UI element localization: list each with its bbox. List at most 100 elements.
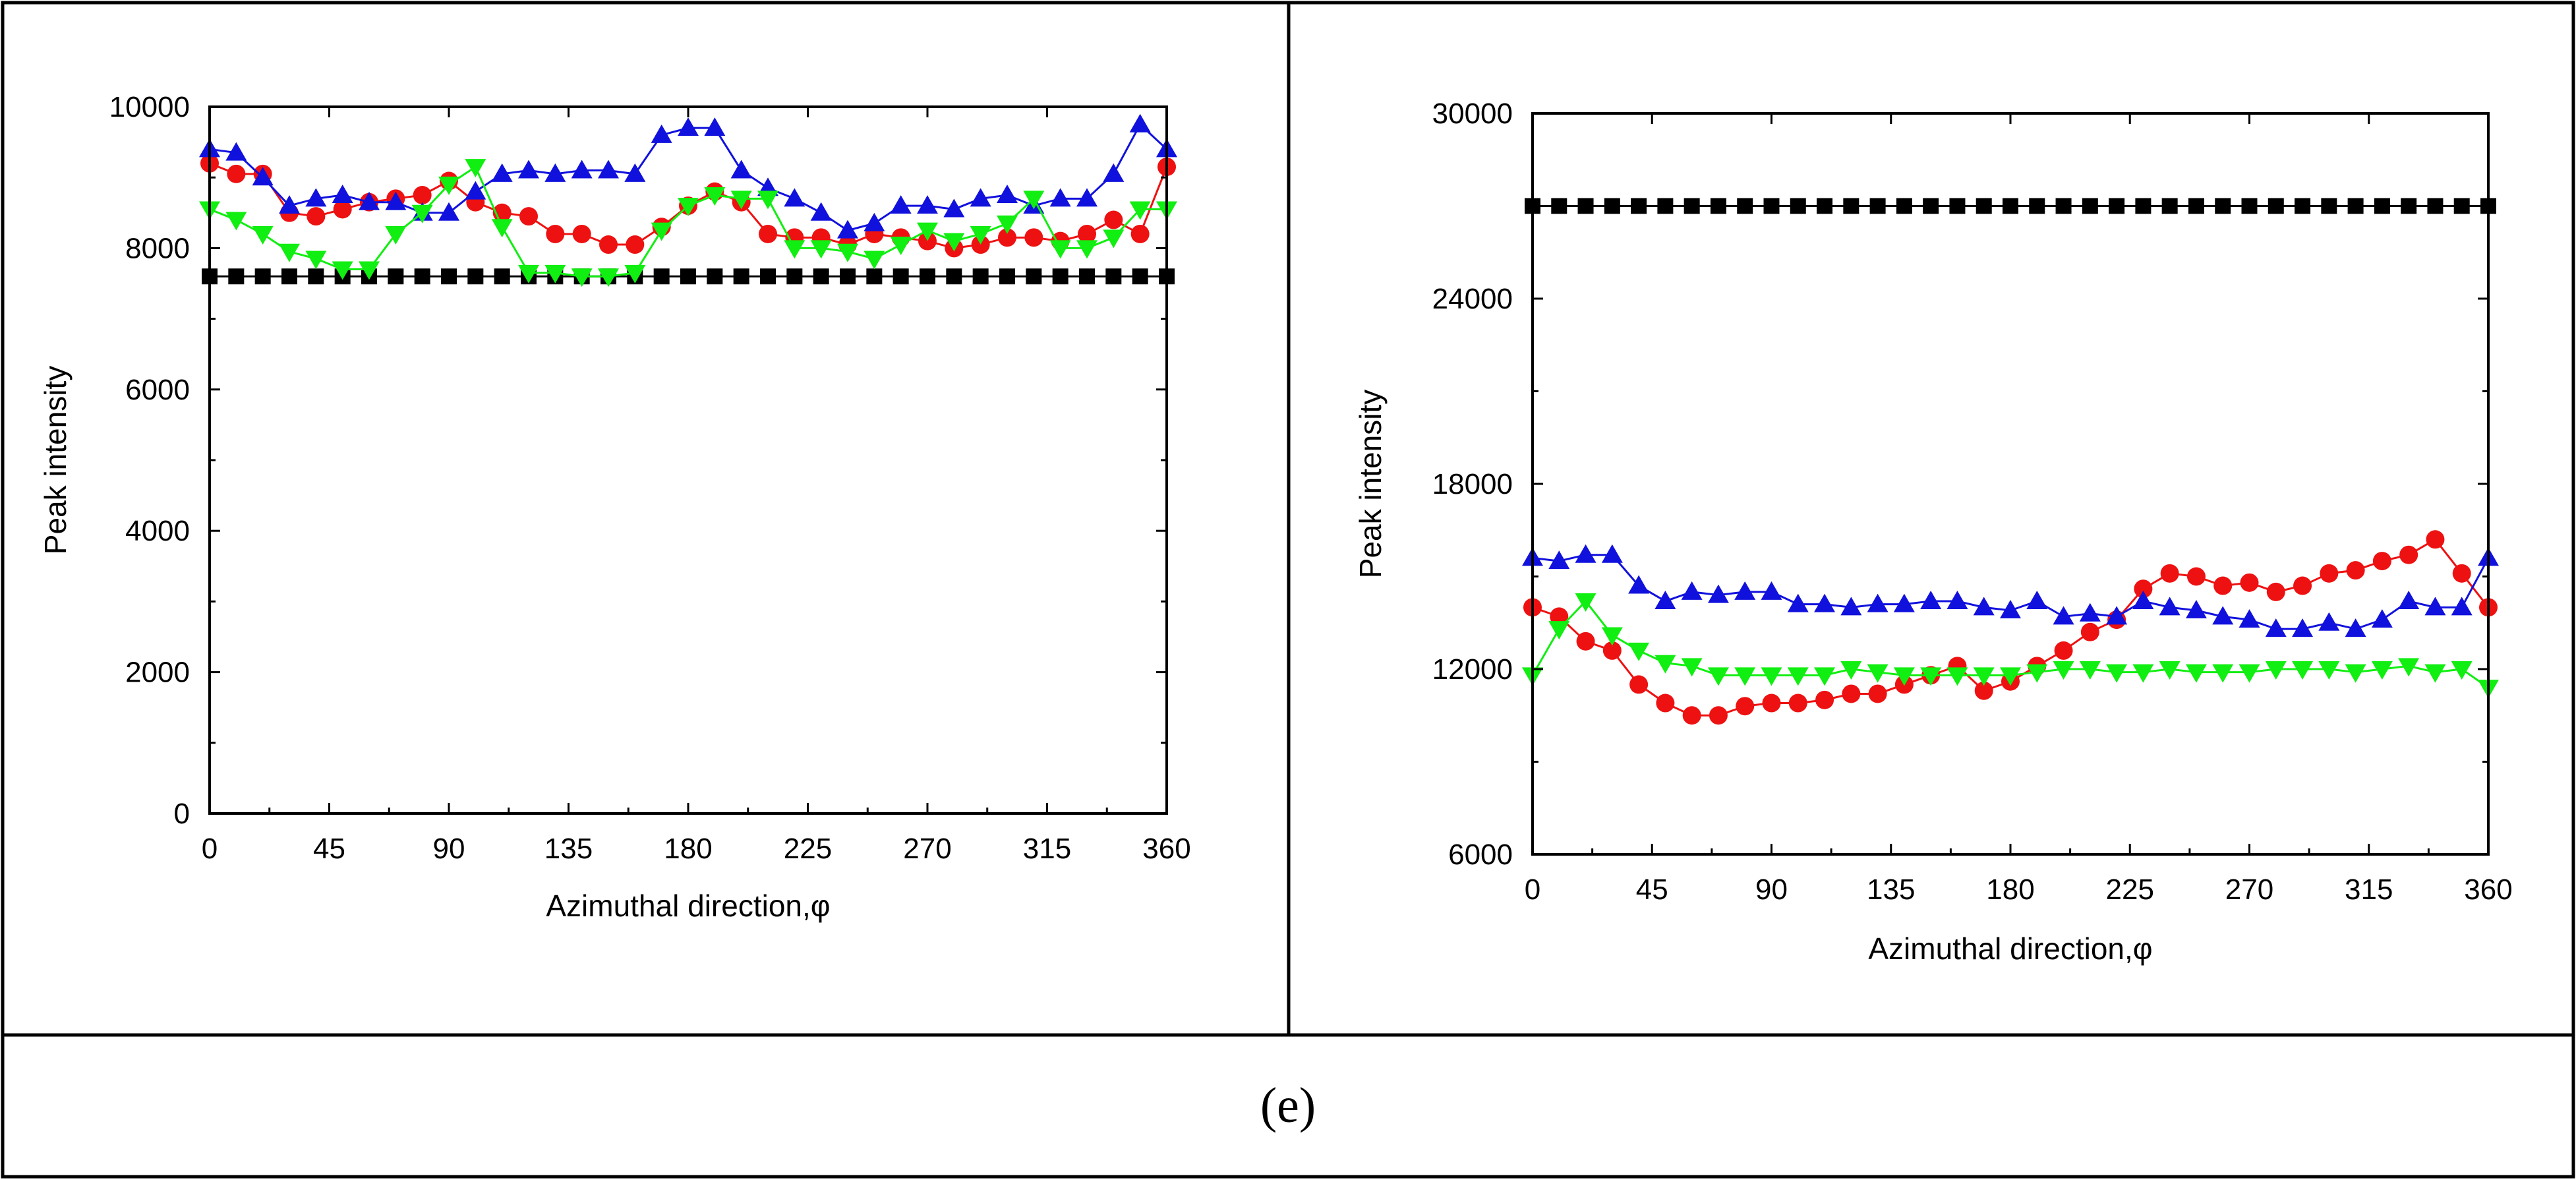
data-point-black-squares	[653, 268, 670, 285]
data-point-red-circles	[2186, 567, 2206, 586]
y-tick-label: 4000	[125, 515, 190, 547]
data-point-red-circles	[998, 228, 1016, 247]
data-point-blue-up-triangles	[730, 160, 752, 179]
data-point-black-squares	[866, 268, 883, 285]
data-point-black-squares	[2321, 198, 2337, 214]
data-point-black-squares	[1657, 198, 1674, 214]
data-point-black-squares	[2135, 198, 2152, 214]
data-point-blue-up-triangles	[2292, 618, 2314, 637]
data-point-red-circles	[1709, 706, 1728, 725]
data-point-green-down-triangles	[943, 233, 965, 252]
data-point-blue-up-triangles	[810, 202, 832, 221]
data-point-blue-up-triangles	[678, 117, 699, 136]
data-point-black-squares	[1869, 198, 1886, 214]
data-point-black-squares	[1896, 198, 1912, 214]
data-point-green-down-triangles	[837, 243, 858, 262]
data-point-green-down-triangles	[1707, 667, 1729, 686]
data-point-green-down-triangles	[1814, 667, 1836, 686]
x-tick-label: 180	[1986, 873, 2034, 906]
data-point-blue-up-triangles	[598, 160, 619, 179]
data-point-black-squares	[1026, 268, 1042, 285]
data-point-black-squares	[1105, 268, 1122, 285]
data-point-black-squares	[813, 268, 829, 285]
y-tick-label: 24000	[1432, 283, 1513, 315]
data-point-green-down-triangles	[2079, 661, 2101, 680]
data-point-blue-up-triangles	[465, 181, 486, 200]
data-point-black-squares	[494, 268, 510, 285]
data-point-green-down-triangles	[491, 219, 513, 238]
data-point-blue-up-triangles	[2239, 609, 2260, 628]
y-tick-label: 6000	[1448, 839, 1513, 871]
data-point-green-down-triangles	[2265, 661, 2287, 680]
data-point-green-down-triangles	[2053, 661, 2074, 680]
data-point-red-circles	[307, 207, 326, 226]
data-point-green-down-triangles	[2000, 667, 2021, 686]
data-point-green-down-triangles	[1129, 201, 1151, 220]
data-point-blue-up-triangles	[1973, 597, 1995, 616]
data-point-red-circles	[1815, 690, 1834, 709]
data-point-red-circles	[333, 200, 352, 219]
data-point-blue-up-triangles	[2079, 603, 2101, 622]
data-point-black-squares	[1710, 198, 1726, 214]
data-point-black-squares	[2003, 198, 2018, 214]
x-tick-label: 315	[2345, 873, 2393, 906]
data-point-green-down-triangles	[279, 243, 300, 262]
data-point-black-squares	[1737, 198, 1753, 214]
data-point-green-down-triangles	[1575, 593, 1596, 612]
data-point-green-down-triangles	[890, 237, 912, 256]
data-point-green-down-triangles	[2212, 664, 2234, 683]
data-point-red-circles	[413, 186, 432, 204]
y-tick-label: 2000	[125, 657, 190, 689]
data-point-red-circles	[2054, 641, 2073, 660]
data-point-black-squares	[1683, 198, 1700, 214]
data-point-black-squares	[1763, 198, 1780, 214]
data-point-red-circles	[1788, 693, 1807, 713]
data-point-blue-up-triangles	[1893, 593, 1915, 612]
data-point-black-squares	[308, 268, 324, 285]
data-point-blue-up-triangles	[1761, 581, 1782, 600]
data-point-red-circles	[1736, 697, 1755, 716]
data-point-black-squares	[840, 268, 856, 285]
data-point-red-circles	[1576, 632, 1595, 651]
data-point-green-down-triangles	[970, 225, 991, 245]
data-point-green-down-triangles	[332, 261, 353, 280]
data-point-red-circles	[546, 224, 565, 243]
data-point-green-down-triangles	[225, 212, 247, 231]
data-point-red-circles	[2426, 530, 2445, 549]
data-point-blue-up-triangles	[1628, 575, 1650, 594]
data-point-black-squares	[281, 268, 297, 285]
data-point-green-down-triangles	[411, 204, 433, 223]
data-point-blue-up-triangles	[1129, 113, 1151, 133]
data-point-green-down-triangles	[598, 268, 619, 287]
data-point-green-down-triangles	[2239, 664, 2260, 683]
data-point-red-circles	[2372, 552, 2391, 571]
data-point-blue-up-triangles	[1575, 544, 1596, 563]
data-point-red-circles	[2080, 622, 2099, 641]
figure-caption: (e)	[1260, 1078, 1316, 1133]
data-point-green-down-triangles	[252, 225, 274, 245]
data-point-blue-up-triangles	[2451, 597, 2473, 616]
data-point-red-circles	[1682, 706, 1701, 725]
data-point-green-down-triangles	[2424, 664, 2446, 683]
data-point-blue-up-triangles	[571, 160, 593, 179]
data-point-green-down-triangles	[2132, 664, 2154, 683]
x-tick-label: 225	[784, 833, 832, 865]
data-point-red-circles	[2452, 564, 2471, 583]
y-tick-label: 12000	[1432, 653, 1513, 686]
x-axis-label: Azimuthal direction,φ	[1868, 931, 2152, 966]
data-point-black-squares	[1631, 198, 1647, 214]
x-tick-label: 360	[1142, 833, 1190, 865]
data-point-green-down-triangles	[2159, 661, 2181, 680]
y-axis-label: Peak intensity	[1353, 390, 1388, 578]
data-point-black-squares	[2215, 198, 2231, 214]
data-point-blue-up-triangles	[2159, 597, 2181, 616]
data-point-black-squares	[1132, 268, 1148, 285]
data-point-blue-up-triangles	[2345, 618, 2366, 637]
data-point-blue-up-triangles	[2106, 606, 2128, 625]
data-point-black-squares	[893, 268, 909, 285]
data-point-green-down-triangles	[784, 240, 805, 259]
data-point-black-squares	[414, 268, 430, 285]
data-point-black-squares	[2347, 198, 2364, 214]
data-point-green-down-triangles	[465, 159, 486, 178]
data-point-black-squares	[2401, 198, 2417, 214]
